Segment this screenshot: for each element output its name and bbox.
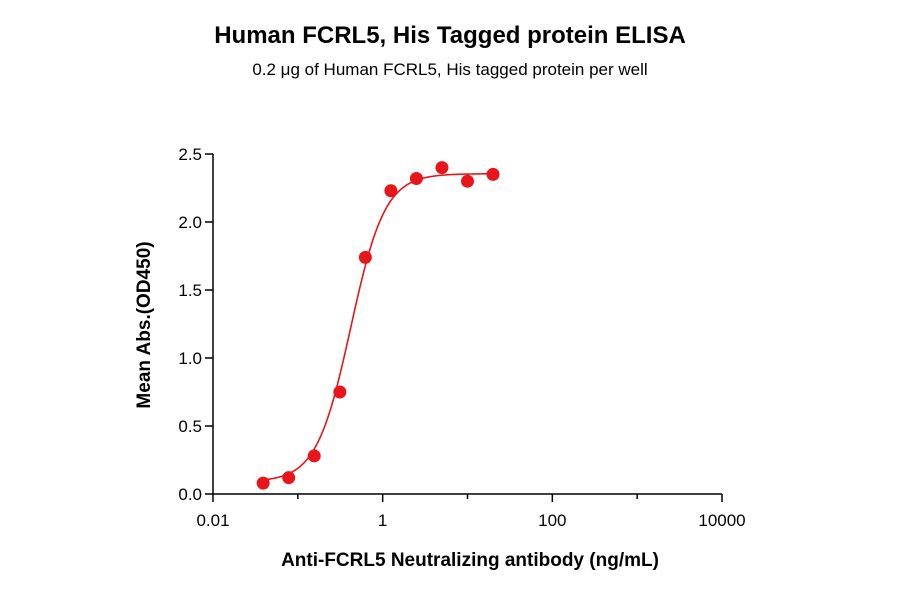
- y-tick-label: 0.0: [178, 485, 202, 504]
- data-point: [435, 161, 449, 175]
- x-tick-label: 10000: [698, 511, 745, 530]
- y-tick-label: 1.0: [178, 349, 202, 368]
- data-point: [256, 476, 270, 490]
- chart-title: Human FCRL5, His Tagged protein ELISA: [214, 22, 686, 49]
- data-point: [409, 171, 423, 185]
- x-tick-label: 1: [378, 511, 387, 530]
- y-tick-label: 0.5: [178, 417, 202, 436]
- data-point: [333, 385, 347, 399]
- x-tick-label: 100: [538, 511, 566, 530]
- y-tick-label: 2.5: [178, 145, 202, 164]
- data-point: [486, 167, 500, 181]
- y-tick-label: 2.0: [178, 213, 202, 232]
- fit-curve: [263, 173, 494, 481]
- x-axis-title: Anti-FCRL5 Neutralizing antibody (ng/mL): [281, 550, 659, 571]
- x-tick-label: 0.01: [196, 511, 229, 530]
- data-point: [384, 184, 398, 198]
- data-point: [358, 250, 372, 264]
- data-point: [307, 449, 321, 463]
- y-axis-title: Mean Abs.(OD450): [134, 241, 155, 408]
- data-point: [282, 471, 296, 485]
- chart-subtitle: 0.2 μg of Human FCRL5, His tagged protei…: [252, 60, 648, 79]
- y-tick-label: 1.5: [178, 281, 202, 300]
- data-point: [461, 174, 474, 188]
